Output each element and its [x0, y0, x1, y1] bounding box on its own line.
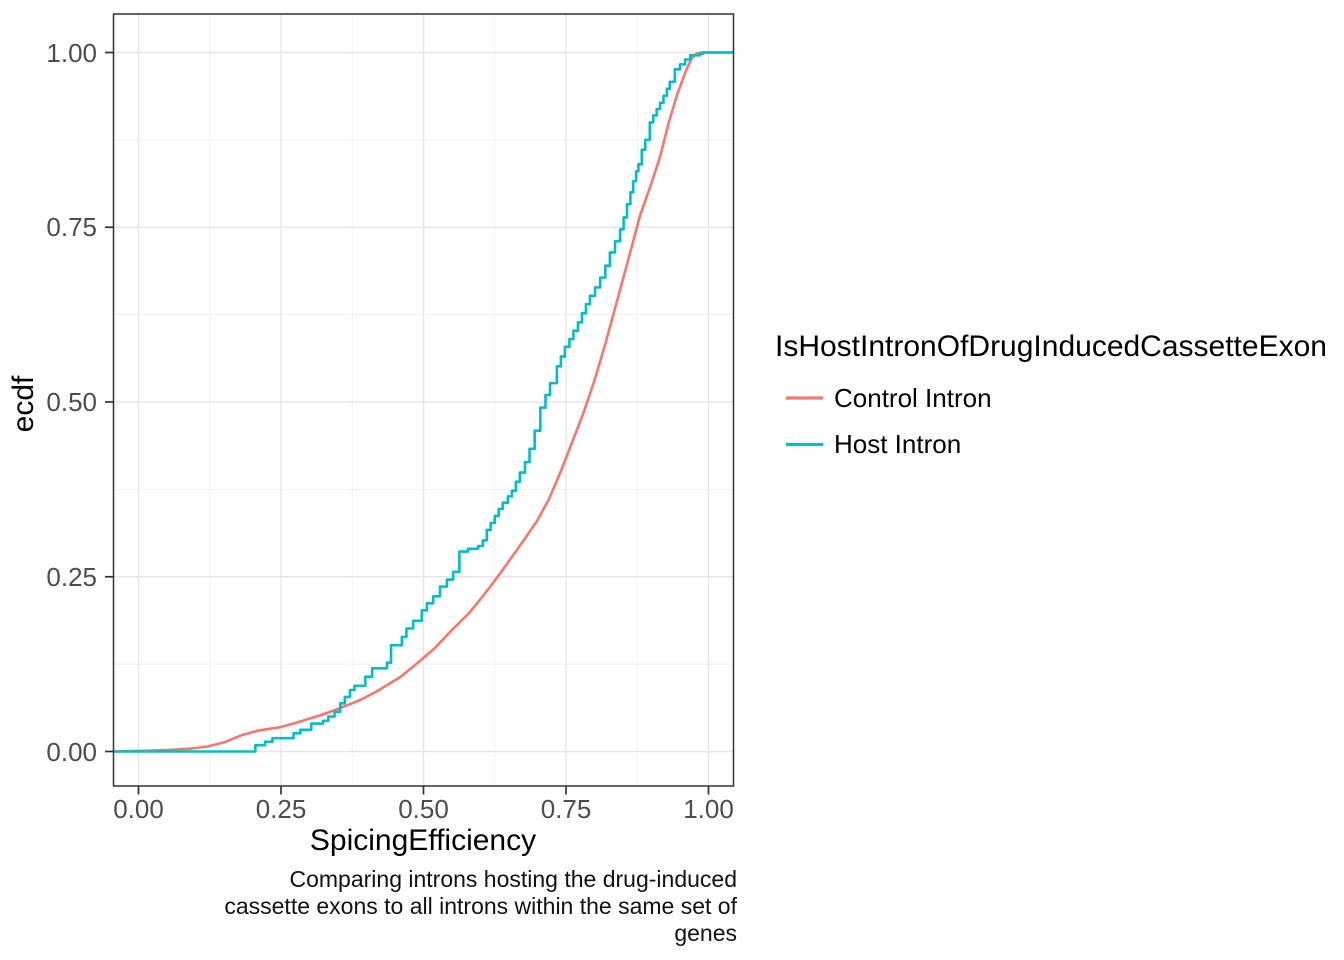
x-tick-label: 1.00 [683, 794, 734, 824]
legend-label-host-intron: Host Intron [834, 429, 962, 459]
x-axis-title: SpicingEfficiency [309, 824, 537, 857]
plot-caption: Comparing introns hosting the drug-induc… [224, 866, 737, 946]
y-tick-label: 0.25 [46, 561, 97, 592]
x-tick-label: 0.25 [255, 794, 307, 824]
y-tick-label: 0.75 [46, 212, 97, 243]
y-axis-title: ecdf [7, 375, 40, 433]
axis-ticks [105, 51, 710, 795]
x-tick-label: 0.00 [113, 794, 164, 824]
ecdf-curves [113, 51, 734, 753]
legend-keys [786, 396, 823, 447]
ecdf-line-host-intron [113, 51, 734, 753]
legend-label-control-intron: Control Intron [834, 383, 992, 413]
x-tick-label: 0.50 [398, 794, 449, 824]
ecdf-line-control-intron [113, 51, 734, 753]
x-tick-label: 0.75 [540, 794, 592, 824]
y-tick-label: 1.00 [46, 37, 97, 68]
legend-title: IsHostIntronOfDrugInducedCassetteExon [775, 330, 1327, 363]
y-tick-label: 0.00 [46, 736, 97, 767]
y-tick-label: 0.50 [46, 387, 97, 417]
